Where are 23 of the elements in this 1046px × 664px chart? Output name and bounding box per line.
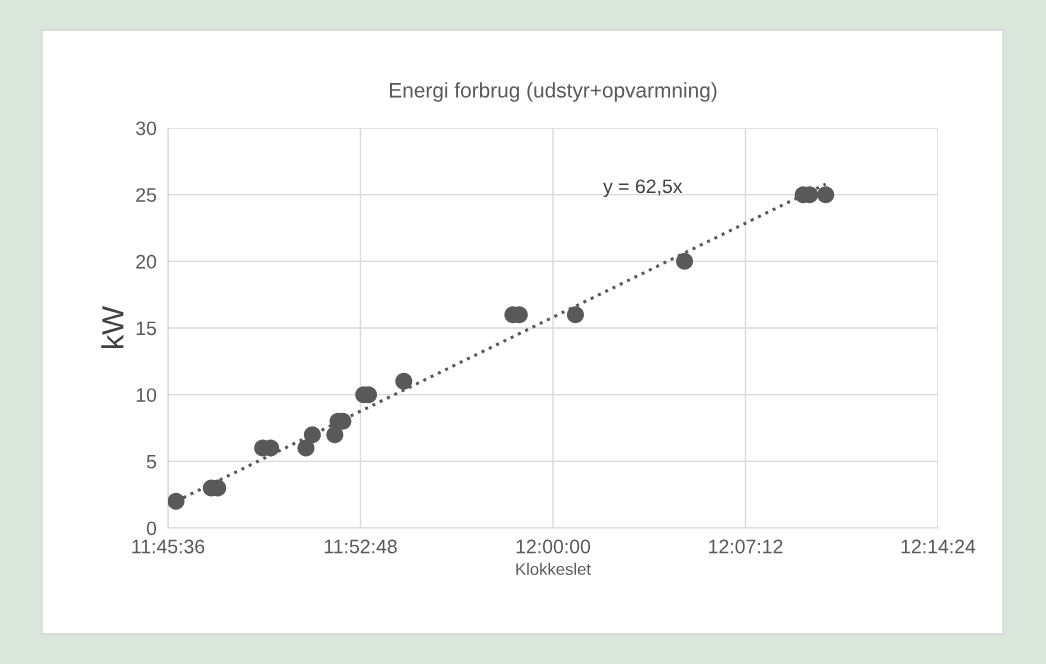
x-tick-label: 12:07:12	[709, 539, 783, 554]
x-axis-title: Klokkeslet	[516, 562, 591, 576]
point	[168, 492, 185, 510]
x-tick-label: 11:52:48	[324, 539, 397, 554]
x-tick-label: 12:14:24	[901, 539, 976, 554]
point	[566, 306, 584, 324]
x-tick-label: 12:00:00	[516, 539, 591, 554]
y-tick-label: 25	[136, 188, 157, 202]
y-tick-label: 15	[136, 321, 157, 336]
annotation: y = 62,5x	[603, 179, 683, 198]
y-tick-label: 5	[146, 455, 157, 469]
y-tick-label: 20	[136, 254, 157, 269]
chart-title: Energi forbrug (udstyr+opvarmning)	[390, 82, 717, 102]
point	[817, 186, 835, 204]
y-tick-label: 10	[136, 388, 157, 402]
point	[297, 439, 315, 457]
point	[676, 252, 694, 270]
x-tick-label: 11:45:36	[132, 539, 205, 554]
point	[395, 372, 413, 390]
y-axis-title: kW	[101, 306, 124, 348]
point	[303, 426, 321, 444]
y-tick-label: 30	[136, 121, 157, 136]
y-tick-label: 0	[146, 521, 157, 536]
